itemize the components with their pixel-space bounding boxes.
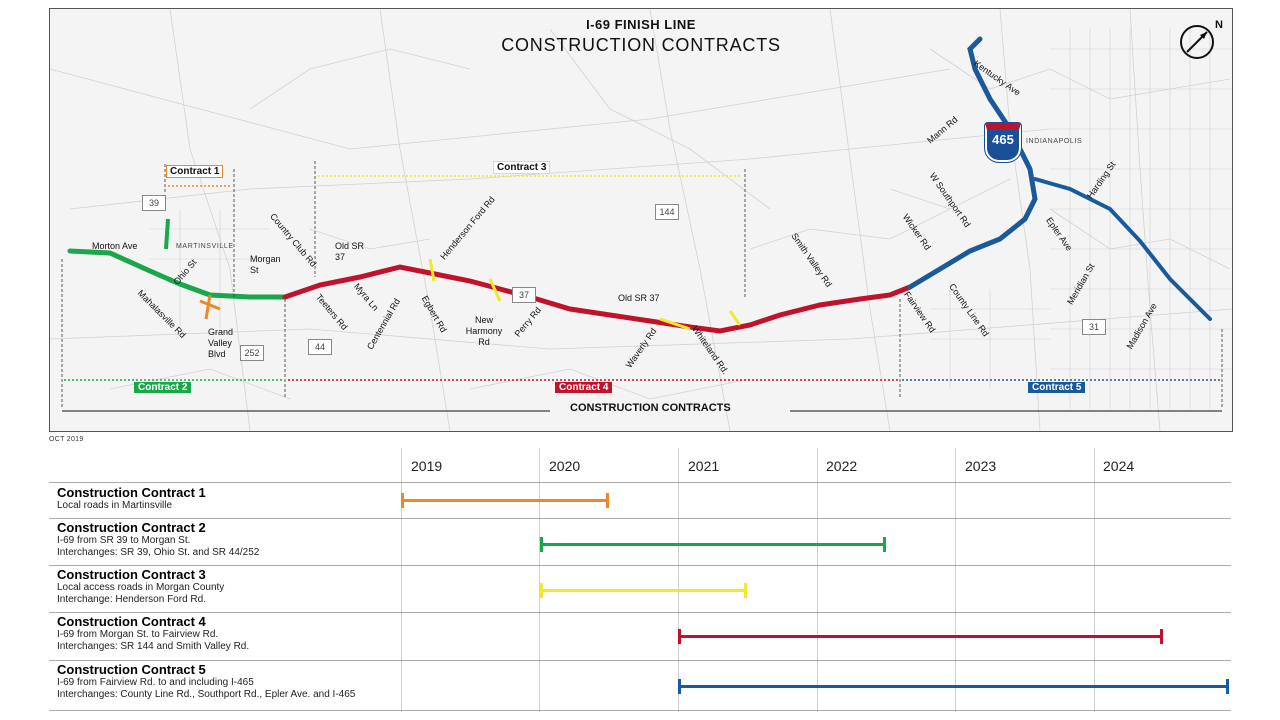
timeline-bar-cap xyxy=(678,629,682,644)
year-header: 2019 xyxy=(411,458,443,474)
contract-2-label: Contract 2 xyxy=(134,382,192,393)
contract-4-label: Contract 4 xyxy=(555,382,613,393)
timeline-row-label: Construction Contract 4 I-69 from Morgan… xyxy=(57,614,250,652)
route-shield: 37 xyxy=(512,287,536,303)
timeline-bar-contract-1 xyxy=(401,493,609,508)
route-map xyxy=(50,9,1232,431)
timeline-row-label: Construction Contract 5 I-69 from Fairvi… xyxy=(57,662,356,700)
contract-2-route xyxy=(67,248,288,300)
interstate-465-shield: 465 xyxy=(985,123,1021,162)
year-header: 2020 xyxy=(549,458,581,474)
contract-3-roads xyxy=(428,258,742,331)
i465-east-route xyxy=(1033,177,1212,321)
contract-4-route xyxy=(282,264,913,334)
north-arrow-icon xyxy=(1180,25,1214,59)
timeline-bar-contract-3 xyxy=(539,583,748,598)
timeline-row-label: Construction Contract 2 I-69 from SR 39 … xyxy=(57,520,260,558)
timeline-bar-cap xyxy=(1225,679,1229,694)
city-grid xyxy=(150,29,1232,409)
route-shield: 44 xyxy=(308,339,332,355)
road-label: Old SR 37 xyxy=(618,293,660,303)
road-label: New Harmony Rd xyxy=(465,315,503,347)
contract-1-roads xyxy=(199,294,221,320)
route-shield: 144 xyxy=(655,204,679,220)
date-stamp: OCT 2019 xyxy=(49,436,84,443)
contract-1-label: Contract 1 xyxy=(166,165,224,178)
timeline-bar-contract-5 xyxy=(678,679,1229,694)
city-label: INDIANAPOLIS xyxy=(1026,138,1083,145)
road-label: Morgan St xyxy=(250,254,281,275)
timeline-bar-cap xyxy=(401,493,404,508)
map-title-top: I-69 FINISH LINE xyxy=(586,17,696,32)
year-header: 2023 xyxy=(965,458,997,474)
timeline-bar-cap xyxy=(605,493,609,508)
contract-2-ramp xyxy=(164,218,170,250)
year-header: 2024 xyxy=(1103,458,1135,474)
contract-5-route xyxy=(907,36,1038,290)
town-label: MARTINSVILLE xyxy=(176,243,234,250)
timeline-bar-cap xyxy=(539,537,543,552)
road-label: Old SR 37 xyxy=(335,241,365,262)
timeline-bar-cap xyxy=(539,583,543,598)
route-shield: 31 xyxy=(1082,319,1106,335)
map-panel: I-69 FINISH LINE CONSTRUCTION CONTRACTS … xyxy=(49,8,1233,432)
construction-timeline: 2019 2020 2021 2022 2023 2024 Constructi… xyxy=(49,448,1231,712)
timeline-bar-contract-4 xyxy=(678,629,1164,644)
road-label: Morton Ave xyxy=(92,241,138,251)
year-header: 2021 xyxy=(688,458,720,474)
route-shield: 252 xyxy=(240,345,264,361)
timeline-bar-cap xyxy=(1160,629,1164,644)
timeline-row-label: Construction Contract 3 Local access roa… xyxy=(57,567,225,605)
route-shield: 39 xyxy=(142,195,166,211)
timeline-row-label: Construction Contract 1 Local roads in M… xyxy=(57,485,206,511)
map-title-main: CONSTRUCTION CONTRACTS xyxy=(501,35,781,55)
timeline-bar-cap xyxy=(883,537,887,552)
timeline-bar-cap xyxy=(678,679,682,694)
timeline-bar-cap xyxy=(744,583,748,598)
contract-5-label: Contract 5 xyxy=(1028,382,1086,393)
north-label: N xyxy=(1215,19,1223,31)
timeline-bar-contract-2 xyxy=(539,537,887,552)
contract-3-label: Contract 3 xyxy=(493,161,551,174)
road-label: Grand Valley Blvd xyxy=(208,327,234,359)
year-header: 2022 xyxy=(826,458,858,474)
bottom-contracts-label: CONSTRUCTION CONTRACTS xyxy=(570,402,731,414)
